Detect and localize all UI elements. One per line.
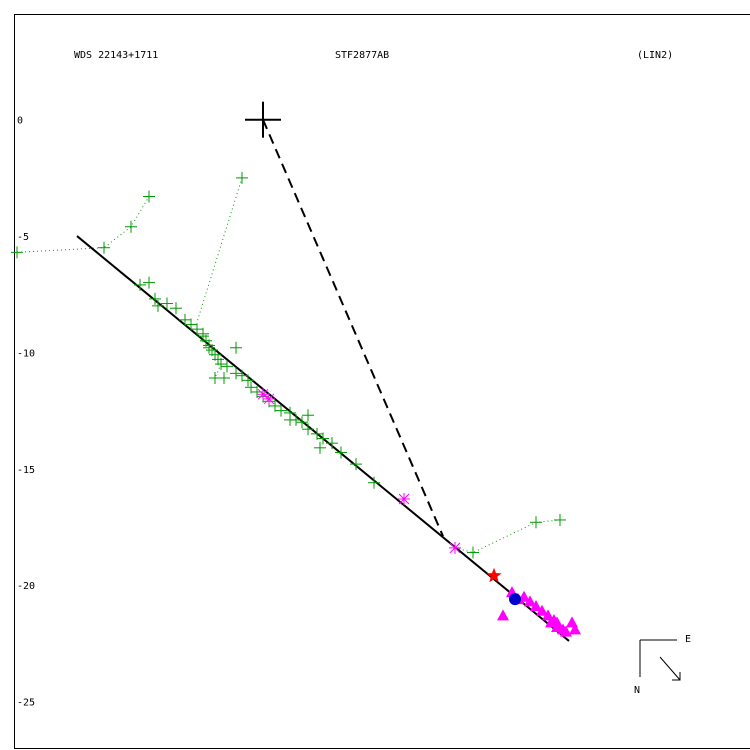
magenta-triangle-marker bbox=[569, 623, 581, 635]
orbit-fit bbox=[76, 119, 570, 642]
magenta-triangle-marker bbox=[545, 616, 557, 628]
measurement-links bbox=[16, 177, 561, 554]
y-tick-label: -20 bbox=[17, 581, 35, 592]
magenta-asterisk-marker bbox=[449, 541, 461, 554]
y-tick-label: -10 bbox=[17, 348, 35, 359]
measurement-plus-marker bbox=[212, 353, 224, 366]
measurement-plus-marker bbox=[368, 476, 380, 489]
measurement-plus-marker bbox=[326, 437, 338, 450]
measurement-link bbox=[16, 196, 150, 253]
header-left: WDS 22143+1711 bbox=[74, 50, 158, 61]
primary-star-marker bbox=[245, 101, 281, 138]
measurement-plus-marker bbox=[284, 413, 296, 426]
y-tick-label: -25 bbox=[17, 697, 35, 708]
measurement-plus-marker bbox=[218, 372, 230, 385]
measurement-plus-marker bbox=[242, 374, 254, 387]
magenta-triangle-marker bbox=[518, 590, 530, 602]
measurement-plus-marker bbox=[143, 190, 155, 203]
header-center: STF2877AB bbox=[335, 50, 389, 61]
measurement-plus-marker bbox=[236, 369, 248, 382]
y-tick-label: 0 bbox=[17, 116, 23, 127]
measurement-link bbox=[454, 519, 561, 554]
magenta-triangle-marker bbox=[560, 625, 572, 637]
measurement-plus-marker bbox=[197, 330, 209, 343]
measurement-link bbox=[214, 363, 222, 379]
magenta-triangle-marker bbox=[530, 600, 542, 612]
measurement-plus-marker bbox=[335, 446, 347, 459]
measurement-plus-marker bbox=[179, 313, 191, 326]
header-right: (LIN2) bbox=[637, 50, 673, 61]
measurement-plus-marker bbox=[269, 399, 281, 412]
magenta-asterisk-marker bbox=[398, 493, 410, 506]
measurement-plus-marker bbox=[98, 241, 110, 254]
measurement-plus-marker bbox=[530, 516, 542, 529]
measurement-plus-marker bbox=[11, 246, 23, 259]
measurement-plus-marker bbox=[209, 348, 221, 361]
magenta-triangle-marker bbox=[524, 595, 536, 607]
magenta-asterisk-marker bbox=[263, 392, 275, 405]
data-marks bbox=[11, 101, 581, 637]
magenta-triangle-marker bbox=[536, 604, 548, 616]
measurement-plus-marker bbox=[317, 432, 329, 445]
line-of-apsides bbox=[262, 119, 444, 537]
magenta-triangle-marker bbox=[497, 609, 509, 621]
y-axis: 0 -5 -10 -15 -20 -25 bbox=[17, 116, 35, 709]
blue-circle-marker bbox=[509, 593, 521, 606]
measurement-link bbox=[196, 177, 243, 323]
measurement-plus-marker bbox=[245, 381, 257, 394]
measurement-plus-marker bbox=[152, 299, 164, 312]
compass-arrowhead bbox=[672, 672, 681, 681]
measurement-plus-marker bbox=[203, 341, 215, 354]
measurement-plus-marker bbox=[191, 323, 203, 336]
measurement-plus-marker bbox=[143, 276, 155, 289]
measurement-plus-marker bbox=[170, 302, 182, 315]
measurement-plus-marker bbox=[350, 458, 362, 471]
compass-north-label: N bbox=[634, 685, 640, 696]
measurement-plus-marker bbox=[236, 171, 248, 184]
y-tick-label: -5 bbox=[17, 232, 29, 243]
plot-frame bbox=[14, 14, 750, 749]
compass-east-label: E bbox=[685, 634, 691, 645]
compass: E N bbox=[634, 634, 691, 696]
red-star-marker bbox=[486, 567, 502, 583]
measurement-plus-marker bbox=[296, 416, 308, 429]
measurement-plus-marker bbox=[554, 513, 566, 526]
measurement-plus-marker bbox=[230, 341, 242, 354]
measurement-plus-marker bbox=[302, 409, 314, 422]
measurement-plus-marker bbox=[302, 423, 314, 436]
measurement-plus-marker bbox=[185, 318, 197, 331]
compass-arrow bbox=[659, 656, 681, 681]
measurement-plus-marker bbox=[221, 360, 233, 373]
y-tick-label: -15 bbox=[17, 465, 35, 476]
measurement-plus-marker bbox=[311, 427, 323, 440]
measurement-plus-marker bbox=[149, 292, 161, 305]
measurement-plus-marker bbox=[275, 404, 287, 417]
measurement-plus-marker bbox=[134, 278, 146, 291]
measurement-plus-marker bbox=[200, 334, 212, 347]
magenta-asterisk-marker bbox=[257, 388, 269, 401]
measurement-plus-marker bbox=[467, 546, 479, 559]
measurement-plus-marker bbox=[230, 367, 242, 380]
measurement-plus-marker bbox=[125, 220, 137, 233]
measurement-plus-marker bbox=[206, 344, 218, 357]
measurement-plus-marker bbox=[314, 441, 326, 454]
measurement-plus-marker bbox=[161, 297, 173, 310]
measurement-plus-marker bbox=[215, 358, 227, 371]
